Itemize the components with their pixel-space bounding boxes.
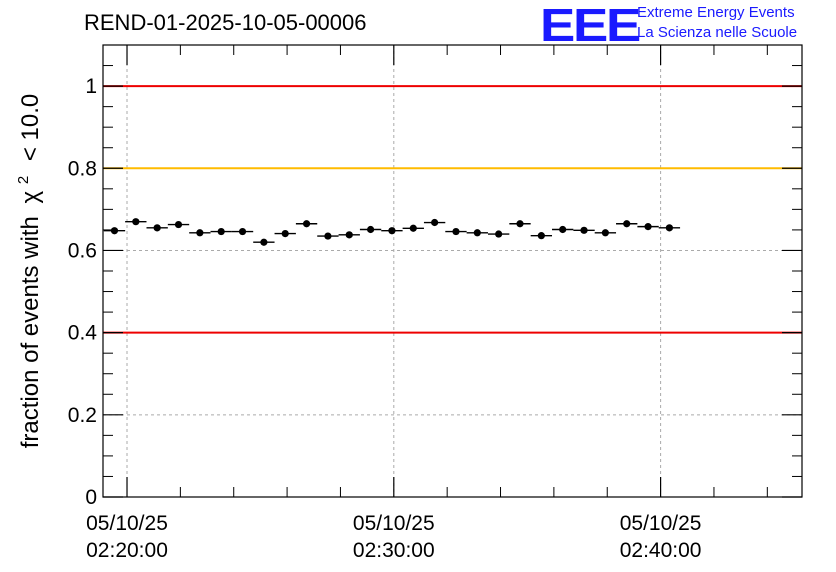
- data-point: [345, 231, 353, 239]
- logo-line-1: Extreme Energy Events: [637, 4, 795, 21]
- x-ticks: 05/10/25 02:20:00 05/10/25 02:30:00 05/10/25…: [86, 45, 768, 562]
- y-axis-label-superscript: 2: [15, 176, 32, 184]
- data-point: [580, 226, 588, 234]
- data-point: [260, 238, 268, 246]
- y-tick-label: 0.6: [68, 239, 97, 262]
- y-axis-label: fraction of events with χ 2 < 10.0: [7, 94, 44, 449]
- data-point: [174, 220, 183, 229]
- data-point: [644, 223, 652, 231]
- data-point: [431, 218, 439, 227]
- data-point: [559, 225, 567, 234]
- logo-mark: EEE: [540, 0, 641, 51]
- data-point: [110, 227, 119, 235]
- y-tick-label: 0: [85, 486, 97, 509]
- y-ticks: 0 0.2 0.4 0.6 0.8 1: [68, 65, 802, 509]
- data-point: [623, 220, 631, 228]
- data-point: [388, 227, 396, 235]
- y-axis-label-symbol: χ: [17, 190, 44, 203]
- reference-lines: [103, 85, 802, 334]
- y-axis-label-tail: < 10.0: [17, 94, 44, 161]
- x-tick-label-time: 02:20:00: [86, 539, 168, 562]
- data-point: [452, 227, 460, 236]
- data-point: [132, 218, 140, 226]
- x-tick-label-time: 02:40:00: [620, 539, 702, 562]
- data-point: [302, 220, 311, 228]
- data-point: [238, 227, 247, 236]
- y-axis-label-text: fraction of events with: [17, 216, 44, 448]
- data-point: [409, 224, 417, 232]
- x-tick-label-time: 02:30:00: [353, 539, 435, 562]
- y-tick-label: 0.8: [68, 157, 97, 180]
- grid-layer: [103, 45, 802, 497]
- data-point: [153, 224, 161, 232]
- data-point: [217, 227, 225, 236]
- data-point: [665, 224, 674, 232]
- data-point: [366, 225, 375, 234]
- data-point: [601, 229, 609, 237]
- x-tick-label-date: 05/10/25: [86, 512, 168, 535]
- x-tick-label-date: 05/10/25: [353, 512, 435, 535]
- data-point: [537, 232, 545, 240]
- data-point: [324, 232, 332, 240]
- y-tick-label: 0.4: [68, 322, 98, 345]
- data-point: [473, 229, 481, 237]
- y-tick-label: 0.2: [68, 404, 97, 427]
- data-point: [516, 220, 524, 228]
- data-point: [281, 230, 289, 238]
- logo-line-2: La Scienza nelle Scuole: [637, 24, 798, 41]
- data-points: [103, 218, 681, 246]
- x-tick-label-date: 05/10/25: [620, 512, 702, 535]
- data-point: [495, 230, 503, 238]
- data-point: [196, 229, 204, 237]
- plot-frame: [102, 44, 803, 498]
- y-tick-label: 1: [85, 75, 97, 98]
- chart-title: REND-01-2025-10-05-00006: [84, 10, 367, 35]
